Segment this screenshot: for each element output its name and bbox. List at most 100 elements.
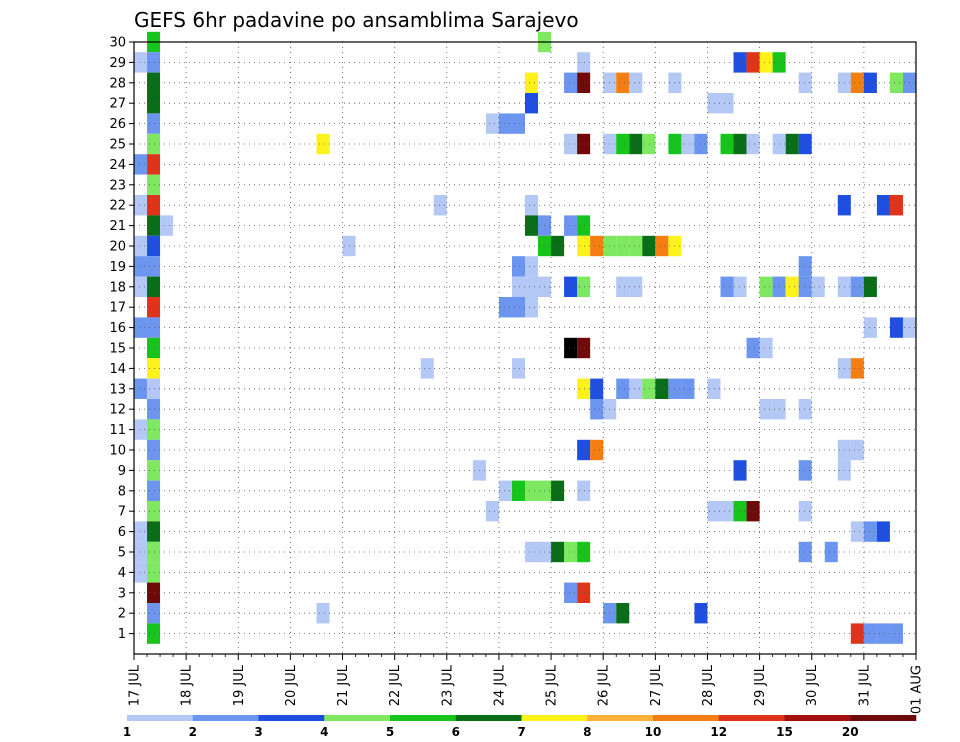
y-axis-ticks: 1234567891011121314151617181920212223242… <box>109 36 134 642</box>
heatmap-cell <box>590 378 604 399</box>
y-tick-label: 20 <box>109 240 126 255</box>
heatmap-cell <box>590 439 604 461</box>
heatmap-cell <box>147 113 161 134</box>
colorbar-swatch <box>718 715 785 721</box>
heatmap-cell <box>525 480 539 501</box>
x-tick-label: 17 JUL <box>128 664 143 706</box>
heatmap-cell <box>551 235 565 257</box>
heatmap-cell <box>850 623 864 644</box>
colorbar-label: 10 <box>645 725 662 739</box>
heatmap-cell <box>498 113 512 134</box>
heatmap-cell <box>134 419 148 440</box>
heatmap-cell <box>147 541 161 563</box>
heatmap-cell <box>147 582 161 603</box>
heatmap-cell <box>147 439 161 461</box>
colorbar-swatch <box>390 715 457 721</box>
heatmap-cells <box>134 31 916 644</box>
heatmap-cell <box>798 501 812 522</box>
heatmap-cell <box>733 133 747 155</box>
colorbar-label: 12 <box>710 725 727 739</box>
x-tick-label: 26 JUL <box>597 664 612 706</box>
heatmap-cell <box>147 358 161 379</box>
heatmap-cell <box>746 337 760 359</box>
heatmap-cell <box>746 52 760 73</box>
heatmap-cell <box>629 235 643 257</box>
heatmap-cell <box>498 297 512 318</box>
colorbar-swatch <box>521 715 588 721</box>
y-tick-label: 30 <box>109 36 126 51</box>
colorbar-label: 6 <box>452 725 460 739</box>
y-tick-label: 2 <box>118 607 126 622</box>
colorbar-swatch <box>127 715 194 721</box>
heatmap-cell <box>616 276 630 297</box>
heatmap-cell <box>134 195 148 216</box>
heatmap-cell <box>525 72 539 93</box>
x-tick-label: 01 AUG <box>910 665 925 714</box>
heatmap-cell <box>134 378 148 399</box>
heatmap-cell <box>850 276 864 297</box>
heatmap-cell <box>876 195 890 216</box>
heatmap-cell <box>616 72 630 93</box>
x-tick-label: 31 JUL <box>857 664 872 706</box>
x-tick-label: 28 JUL <box>701 664 716 706</box>
heatmap-cell <box>316 603 330 624</box>
heatmap-cell <box>733 460 747 481</box>
colorbar: 1 2 3 4 5 6 7 8 10 12 15 20 <box>123 715 917 739</box>
x-tick-label: 30 JUL <box>805 664 820 706</box>
chart-title: GEFS 6hr padavine po ansamblima Sarajevo <box>134 8 579 32</box>
heatmap-cell <box>798 133 812 155</box>
heatmap-cell <box>498 480 512 501</box>
heatmap-cell <box>889 317 903 338</box>
heatmap-cell <box>616 378 630 399</box>
heatmap-cell <box>551 480 565 501</box>
heatmap-cell <box>147 562 161 583</box>
heatmap-cell <box>134 235 148 257</box>
heatmap-cell <box>134 256 148 277</box>
heatmap-cell <box>147 93 161 114</box>
heatmap-cell <box>629 378 643 399</box>
heatmap-cell <box>147 317 161 338</box>
heatmap-cell <box>733 276 747 297</box>
colorbar-label: 3 <box>254 725 262 739</box>
y-tick-label: 25 <box>109 138 126 153</box>
heatmap-cell <box>811 276 825 297</box>
heatmap-cell <box>577 72 591 93</box>
heatmap-cell <box>147 521 161 542</box>
y-tick-label: 24 <box>109 158 126 173</box>
heatmap-cell <box>733 52 747 73</box>
heatmap-cell <box>798 460 812 481</box>
heatmap-cell <box>798 72 812 93</box>
heatmap-cell <box>147 337 161 359</box>
y-tick-label: 3 <box>118 586 126 601</box>
heatmap-cell <box>134 562 148 583</box>
heatmap-cell <box>707 501 721 522</box>
heatmap-cell <box>746 133 760 155</box>
heatmap-cell <box>147 501 161 522</box>
y-tick-label: 4 <box>118 566 126 581</box>
colorbar-label: 2 <box>189 725 197 739</box>
heatmap-cell <box>863 72 877 93</box>
heatmap-cell <box>577 541 591 563</box>
heatmap-cell <box>525 93 539 114</box>
heatmap-cell <box>642 378 656 399</box>
heatmap-cell <box>485 501 499 522</box>
y-tick-label: 5 <box>118 546 126 561</box>
colorbar-label: 8 <box>583 725 591 739</box>
x-tick-label: 19 JUL <box>232 664 247 706</box>
heatmap-cell <box>629 276 643 297</box>
heatmap-cell <box>889 195 903 216</box>
heatmap-cell <box>134 317 148 338</box>
colorbar-label: 20 <box>842 725 859 739</box>
heatmap-cell <box>511 276 525 297</box>
heatmap-cell <box>655 235 669 257</box>
y-tick-label: 12 <box>109 403 126 418</box>
x-tick-label: 27 JUL <box>649 664 664 706</box>
x-tick-label: 24 JUL <box>492 664 507 706</box>
y-tick-label: 17 <box>109 301 126 316</box>
y-tick-label: 29 <box>109 56 126 71</box>
colorbar-swatch <box>455 715 522 721</box>
y-tick-label: 28 <box>109 76 126 91</box>
heatmap-cell <box>798 541 812 563</box>
heatmap-cell <box>863 623 877 644</box>
heatmap-cell <box>551 541 565 563</box>
